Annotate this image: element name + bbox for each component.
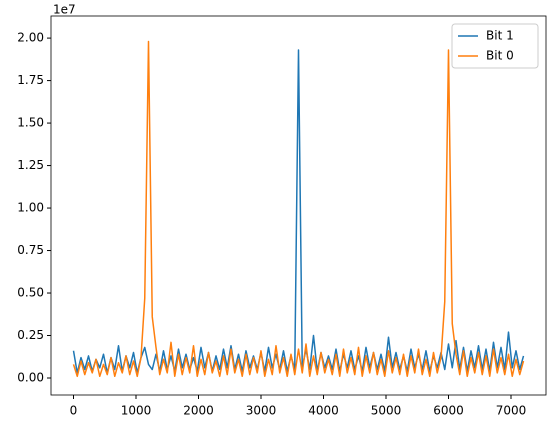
legend-label: Bit 0 bbox=[486, 49, 514, 63]
series-line bbox=[72, 49, 525, 374]
series-line bbox=[72, 40, 525, 378]
x-tick-label: 2000 bbox=[183, 404, 214, 418]
offset-label: 1e7 bbox=[53, 3, 76, 17]
y-tick-label: 1.50 bbox=[17, 116, 44, 130]
y-tick-label: 0.00 bbox=[17, 371, 44, 385]
x-tick-label: 4000 bbox=[308, 404, 339, 418]
legend-label: Bit 1 bbox=[486, 29, 514, 43]
x-tick-label: 6000 bbox=[433, 404, 464, 418]
y-tick-label: 2.00 bbox=[17, 31, 44, 45]
y-tick-label: 0.25 bbox=[17, 328, 44, 342]
x-tick-label: 3000 bbox=[246, 404, 277, 418]
x-tick-label: 1000 bbox=[121, 404, 152, 418]
x-tick-label: 5000 bbox=[371, 404, 402, 418]
y-tick-label: 0.75 bbox=[17, 243, 44, 257]
y-tick-label: 1.00 bbox=[17, 201, 44, 215]
legend-box bbox=[451, 23, 539, 69]
y-tick-label: 1.75 bbox=[17, 73, 44, 87]
x-tick-label: 7000 bbox=[496, 404, 527, 418]
y-tick-label: 1.25 bbox=[17, 158, 44, 172]
plot-frame bbox=[50, 15, 547, 396]
y-tick-label: 0.50 bbox=[17, 286, 44, 300]
x-tick-label: 0 bbox=[70, 404, 78, 418]
